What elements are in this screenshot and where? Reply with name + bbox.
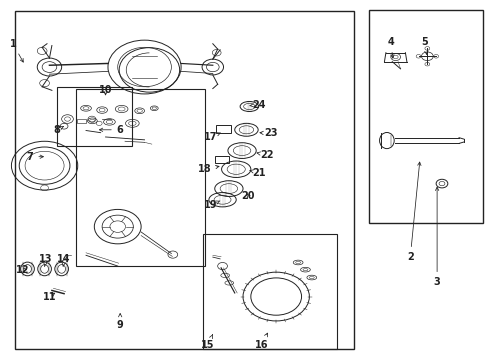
Text: 8: 8	[53, 125, 63, 135]
Text: 10: 10	[99, 85, 112, 95]
Text: 7: 7	[26, 152, 43, 162]
Bar	[368, 10, 483, 223]
Bar	[57, 87, 132, 146]
Bar	[76, 89, 205, 266]
Text: 19: 19	[203, 200, 220, 210]
Text: 23: 23	[260, 129, 278, 138]
Text: 2: 2	[406, 162, 420, 262]
Text: 14: 14	[57, 254, 71, 267]
Text: 22: 22	[257, 150, 274, 160]
Text: 6: 6	[99, 125, 123, 135]
Text: 1: 1	[9, 39, 23, 62]
Bar	[15, 12, 353, 348]
Bar	[215, 156, 228, 163]
Text: 24: 24	[249, 100, 265, 110]
Text: 12: 12	[16, 265, 30, 275]
Bar	[216, 126, 230, 134]
Bar	[77, 119, 86, 123]
Text: 5: 5	[421, 37, 427, 54]
Text: 15: 15	[201, 334, 214, 350]
Text: 16: 16	[254, 333, 268, 350]
Text: 4: 4	[386, 37, 393, 58]
Text: 20: 20	[241, 191, 255, 201]
Text: 3: 3	[433, 187, 440, 287]
Bar	[203, 234, 336, 348]
Text: 17: 17	[203, 132, 220, 142]
Text: 21: 21	[249, 168, 265, 178]
Text: 11: 11	[42, 292, 56, 302]
Text: 18: 18	[197, 164, 219, 174]
Text: 13: 13	[39, 254, 53, 267]
Text: 9: 9	[117, 314, 123, 330]
